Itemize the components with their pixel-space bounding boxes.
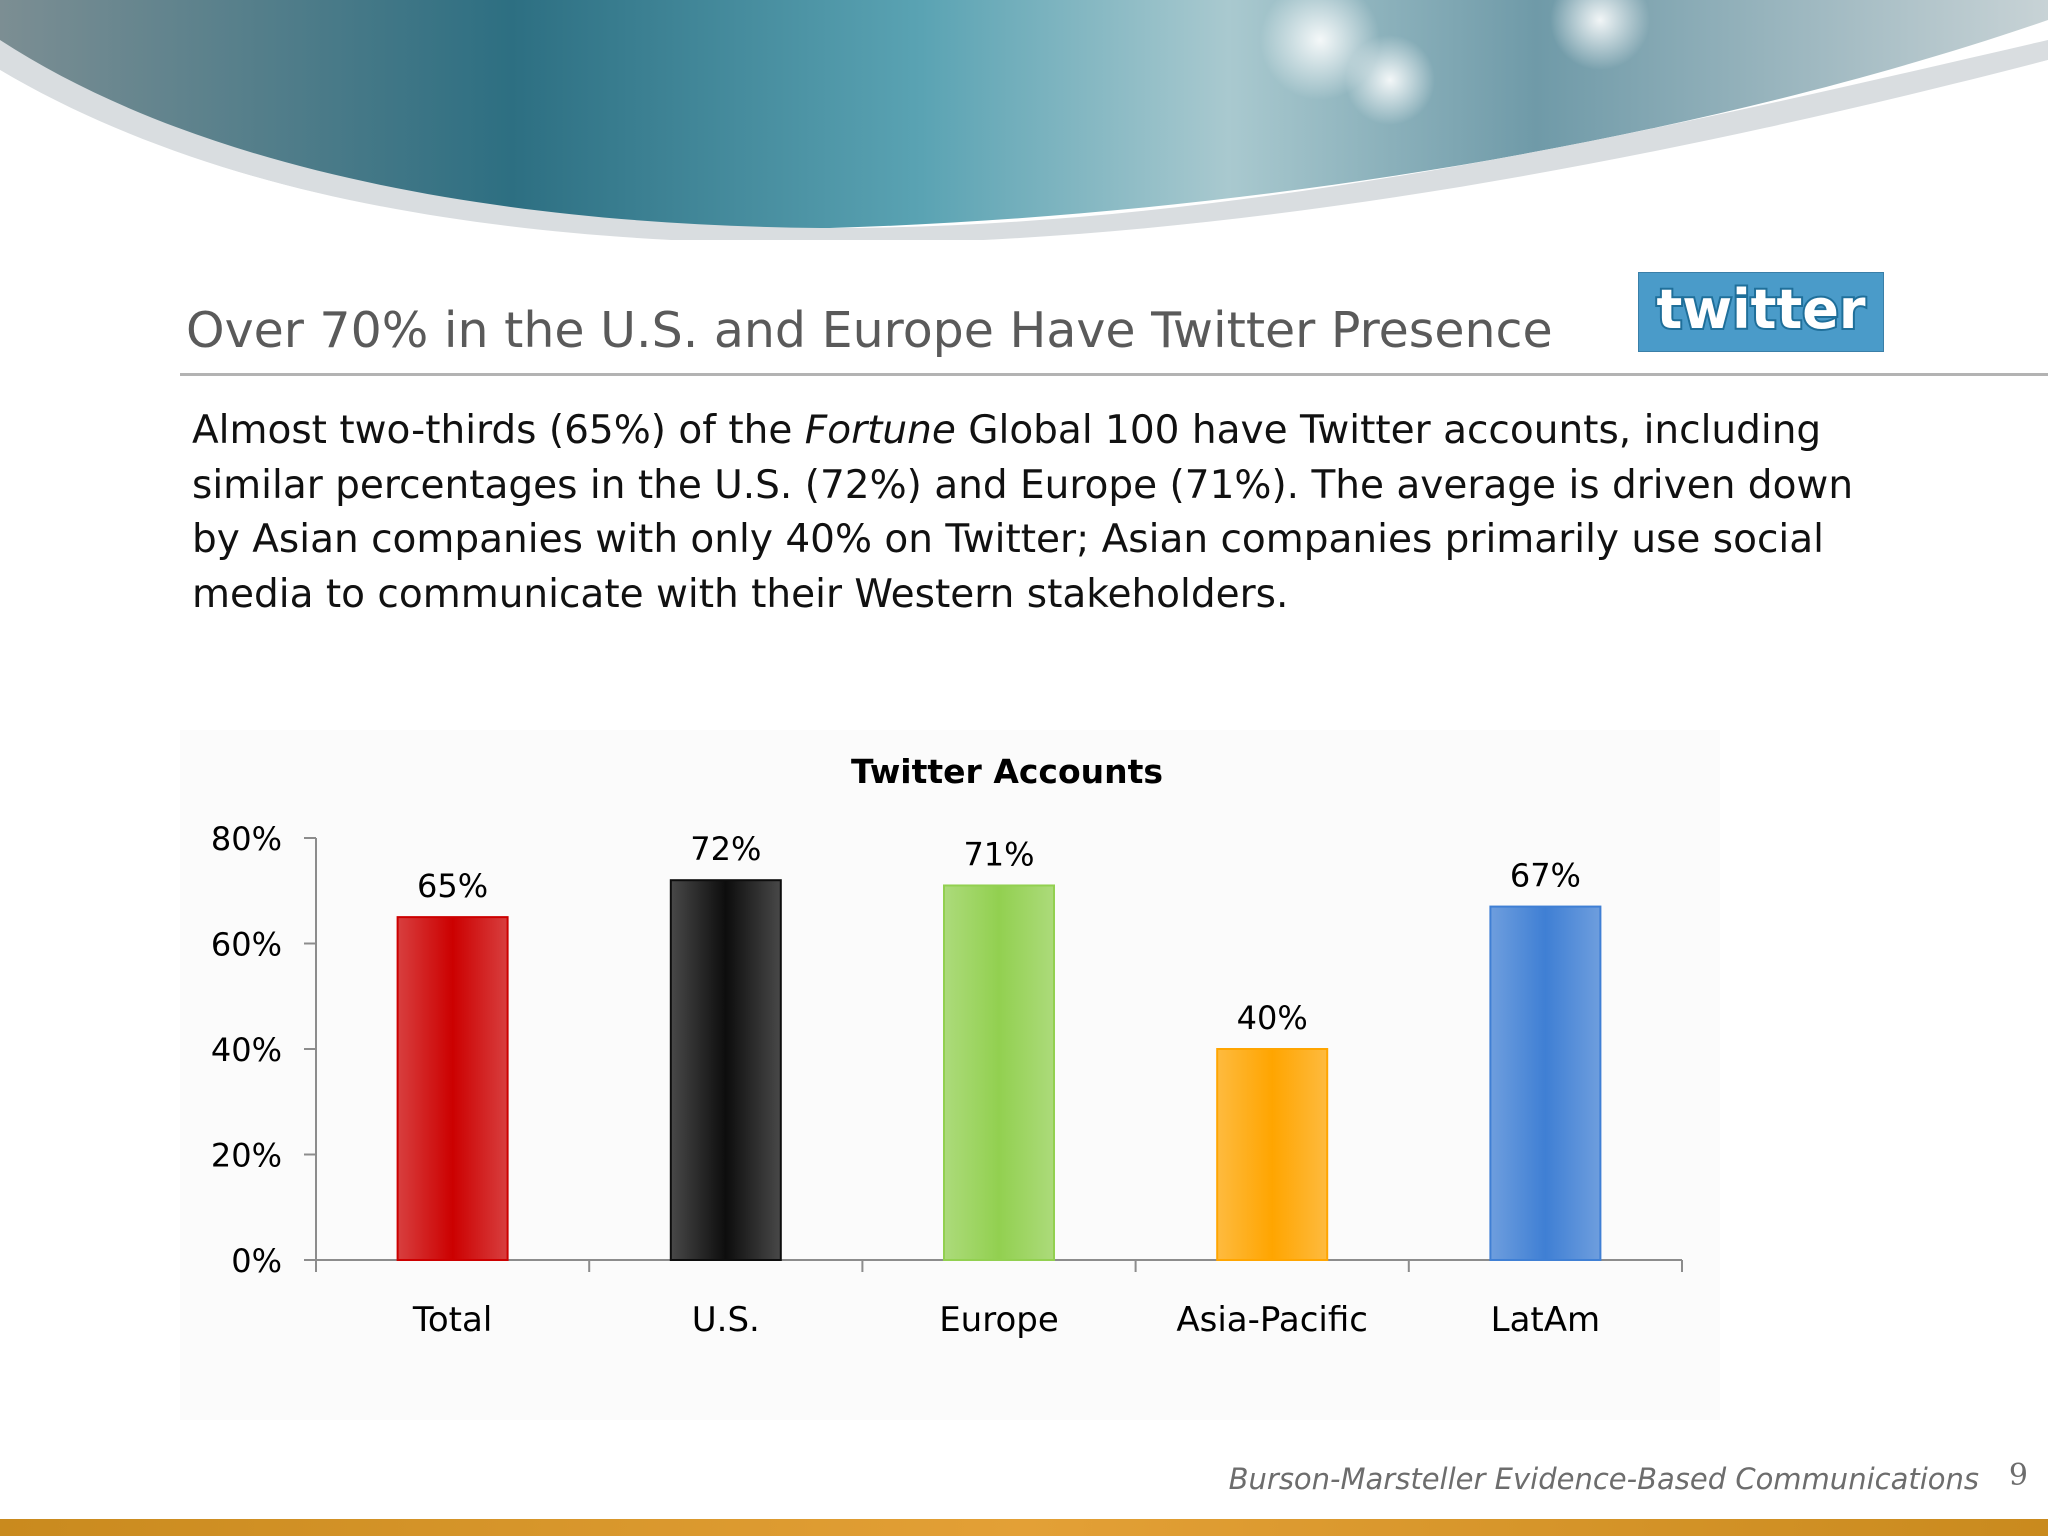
footer-text: Burson-Marsteller Evidence-Based Communi…: [1228, 1462, 1979, 1496]
data-label: 67%: [1510, 857, 1581, 895]
x-category-label: Total: [412, 1300, 492, 1340]
bar-u-s-: [669, 879, 782, 1261]
y-tick-label: 80%: [211, 820, 282, 858]
y-tick-label: 20%: [211, 1137, 282, 1175]
y-tick-label: 60%: [211, 926, 282, 964]
body-text-part-1: Almost two-thirds (65%) of the: [192, 408, 805, 453]
slide-title: Over 70% in the U.S. and Europe Have Twi…: [186, 302, 1553, 359]
bar-europe: [943, 884, 1055, 1261]
body-paragraph: Almost two-thirds (65%) of the Fortune G…: [192, 404, 1912, 622]
chart-title: Twitter Accounts: [850, 752, 1164, 791]
y-tick-label: 0%: [231, 1242, 282, 1280]
data-label: 71%: [963, 835, 1034, 873]
data-label: 40%: [1237, 999, 1308, 1037]
body-text-part-2: Global 100 have Twitter accounts, includ…: [192, 408, 1854, 617]
x-category-label: LatAm: [1491, 1300, 1601, 1340]
footer-bar: [0, 1519, 2048, 1536]
bar-latam: [1489, 905, 1602, 1261]
bar-total: [396, 916, 509, 1261]
header-banner-image: [0, 0, 2048, 240]
data-label: 72%: [690, 830, 761, 868]
x-category-label: Europe: [939, 1300, 1059, 1340]
y-tick-label: 40%: [211, 1031, 282, 1069]
title-divider: [180, 373, 2048, 376]
twitter-logo-wordmark: twitter: [1656, 280, 1865, 341]
x-category-label: Asia-Pacific: [1176, 1300, 1368, 1340]
page-number: 9: [2008, 1458, 2028, 1493]
x-category-label: U.S.: [692, 1300, 760, 1340]
data-label: 65%: [417, 867, 488, 905]
twitter-logo: twitter: [1638, 272, 1884, 352]
bar-asia-pacific: [1216, 1048, 1329, 1261]
body-text-italic: Fortune: [804, 408, 956, 453]
